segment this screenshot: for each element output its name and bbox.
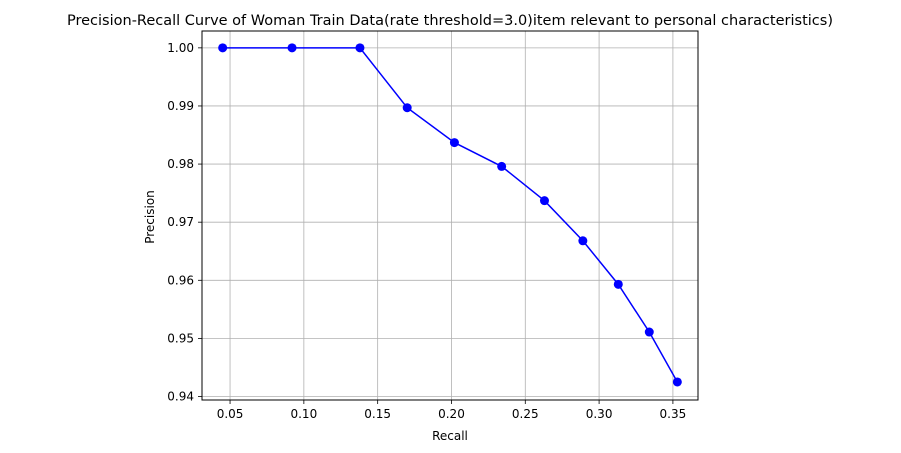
y-axis-label: Precision [143, 190, 157, 244]
data-point [578, 236, 588, 246]
data-point [449, 138, 459, 148]
data-point [672, 377, 682, 387]
x-tick-label: 0.10 [290, 407, 317, 421]
y-tick-label: 0.99 [167, 99, 194, 113]
grid [202, 31, 698, 400]
series-line [222, 47, 678, 383]
y-tick-label: 1.00 [167, 41, 194, 55]
chart-title: Precision-Recall Curve of Woman Train Da… [67, 13, 833, 29]
plot-area-frame [201, 30, 699, 401]
data-point [644, 327, 654, 337]
data-point [218, 43, 228, 53]
series-layer [218, 43, 682, 387]
y-tick-label: 0.98 [167, 157, 194, 171]
y-tick-label: 0.94 [167, 390, 194, 404]
x-tick-label: 0.20 [438, 407, 465, 421]
y-tick-label: 0.96 [167, 273, 194, 287]
x-tick-label: 0.15 [364, 407, 391, 421]
data-point [355, 43, 365, 53]
data-point [402, 103, 412, 113]
y-tick-label: 0.97 [167, 215, 194, 229]
x-tick-label: 0.30 [586, 407, 613, 421]
x-tick-label: 0.35 [660, 407, 687, 421]
x-tick-label: 0.25 [512, 407, 539, 421]
x-tick-label: 0.05 [217, 407, 244, 421]
y-tick-label: 0.95 [167, 331, 194, 345]
x-axis-label: Recall [432, 429, 468, 443]
data-point [539, 196, 549, 206]
data-point [613, 279, 623, 289]
data-point [287, 43, 297, 53]
axis-ticks: 0.05 0.10 0.15 0.20 0.25 0.30 0.35 0.94 0.95 0.96… [167, 41, 686, 421]
data-point [497, 161, 507, 171]
